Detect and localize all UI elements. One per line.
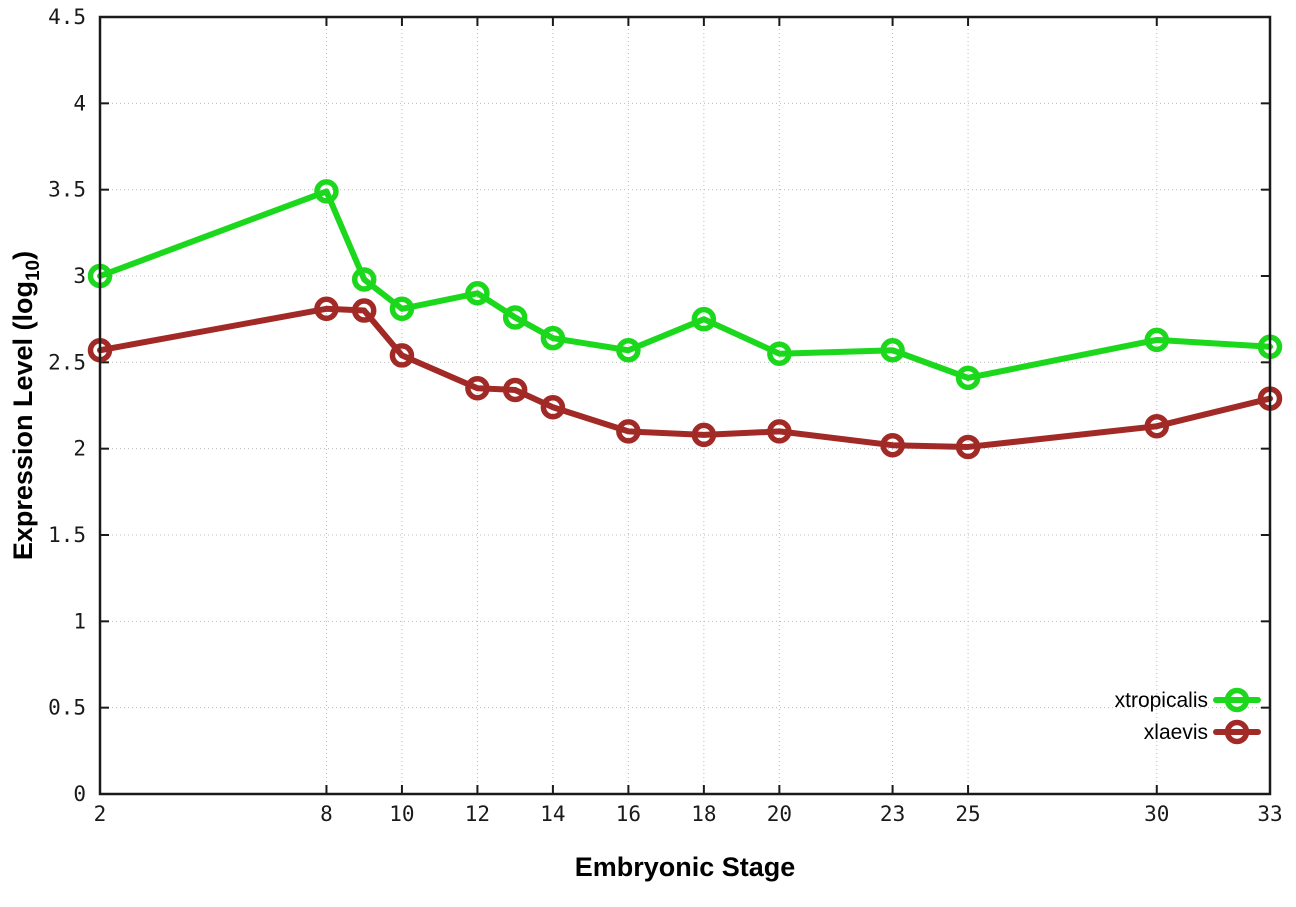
x-tick-label: 14 (540, 802, 565, 826)
legend-marker-sample (1224, 719, 1250, 745)
data-point-xlaevis (540, 394, 566, 420)
y-tick-label: 4 (73, 91, 86, 115)
data-point-xlaevis (880, 432, 905, 458)
data-point-xlaevis (502, 377, 528, 403)
grid-layer (100, 17, 1270, 794)
x-tick-label: 16 (616, 802, 641, 826)
y-tick-label: 4.5 (48, 5, 86, 29)
data-point-xtropicalis (880, 337, 905, 363)
x-tick-label: 20 (767, 802, 792, 826)
legend-item-xlaevis: xlaevis (1144, 719, 1261, 745)
y-tick-label: 0.5 (48, 696, 86, 720)
data-point-xtropicalis (955, 365, 981, 391)
y-tick-label: 0 (73, 782, 86, 806)
x-tick-label: 25 (955, 802, 980, 826)
data-point-xlaevis (616, 419, 641, 444)
data-point-xtropicalis (314, 179, 339, 204)
legend-item-xtropicalis: xtropicalis (1115, 687, 1261, 713)
x-tick-label: 18 (691, 802, 716, 826)
axis-label-layer: Embryonic Stage Expression Level (log10) (8, 251, 795, 882)
x-tick-label: 23 (880, 802, 905, 826)
legend-label: xtropicalis (1115, 689, 1208, 712)
y-tick-label: 1.5 (48, 523, 86, 547)
data-point-xlaevis (691, 422, 717, 448)
data-point-xlaevis (389, 343, 415, 368)
data-point-xtropicalis (540, 325, 566, 351)
x-tick-label: 10 (389, 802, 414, 826)
plot-border-layer (98, 15, 1272, 796)
legend: xtropicalis xlaevis (1115, 687, 1261, 745)
data-point-xtropicalis (502, 305, 528, 330)
legend-label: xlaevis (1144, 721, 1208, 744)
data-point-xlaevis (955, 434, 981, 460)
data-point-xtropicalis (616, 337, 641, 363)
tick-layer: 2 8 10 12 14 16 18 20 23 25 30 33 0 0.5 1 1.5 2 2.5 3 3.5 4 4… (48, 5, 1283, 826)
legend-marker-sample (1224, 687, 1250, 713)
data-point-xtropicalis (389, 296, 415, 322)
x-tick-label: 30 (1144, 802, 1169, 826)
y-tick-label: 3 (73, 264, 86, 288)
y-tick-label: 1 (73, 609, 86, 633)
y-tick-label: 2 (73, 437, 86, 461)
data-point-xlaevis (465, 375, 490, 401)
x-axis-title: Embryonic Stage (575, 852, 796, 882)
data-point-xlaevis (1144, 413, 1170, 439)
y-axis-title: Expression Level (log10) (8, 251, 44, 560)
plot-border (98, 15, 1272, 796)
x-tick-label: 12 (465, 802, 490, 826)
data-point-xlaevis (351, 298, 377, 323)
x-tick-label: 8 (320, 802, 333, 826)
y-tick-label: 3.5 (48, 178, 86, 202)
data-point-xtropicalis (1144, 327, 1170, 353)
data-point-xtropicalis (767, 341, 792, 366)
series-line-xtropicalis (97, 188, 1273, 381)
y-tick-label: 2.5 (48, 350, 86, 374)
x-tick-label: 33 (1257, 802, 1282, 826)
data-point-xlaevis (314, 296, 339, 322)
series-layer (87, 179, 1283, 460)
data-point-xtropicalis (351, 267, 377, 292)
data-point-xtropicalis (465, 281, 490, 306)
data-point-xlaevis (767, 419, 792, 444)
data-point-xtropicalis (691, 306, 717, 332)
x-tick-label: 2 (94, 802, 107, 826)
